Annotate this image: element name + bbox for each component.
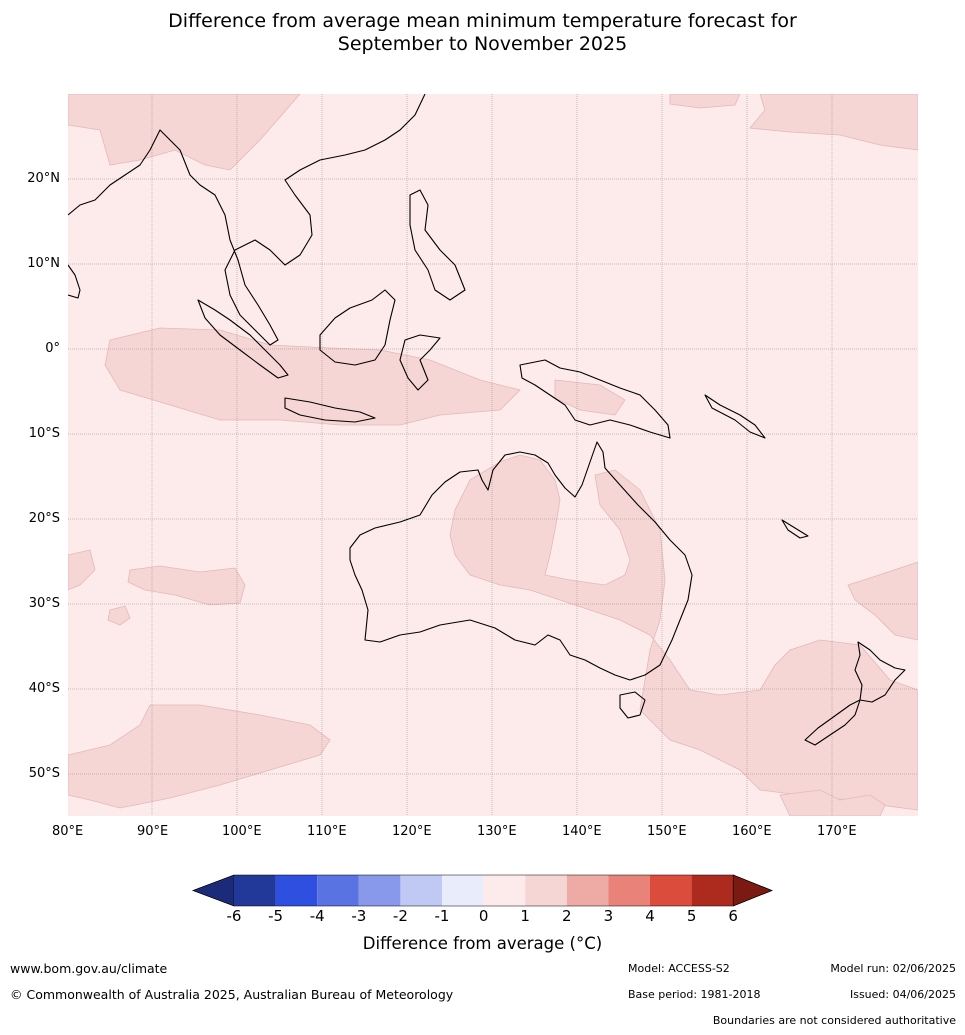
coastline-java — [284, 397, 376, 423]
lat-label: 20°S — [28, 511, 60, 526]
coastline-india-tip — [68, 264, 81, 299]
issued-date: Issued: 04/06/2025 — [849, 988, 956, 1001]
model-name: Model: ACCESS-S2 — [628, 962, 730, 975]
colorbar-tick-label: 2 — [562, 907, 572, 925]
coastline-borneo — [319, 289, 396, 366]
colorbar-swatch — [608, 875, 650, 906]
coastline-philippines — [409, 189, 466, 301]
colorbar-swatch — [691, 875, 734, 906]
colorbar-tick-label: -2 — [392, 907, 408, 925]
lat-label: 30°S — [28, 596, 60, 611]
lon-label: 110°E — [307, 824, 347, 839]
colorbar-tick-label: 3 — [603, 907, 614, 925]
coastline-new-zealand-south — [804, 699, 861, 746]
coastline-solomons — [704, 394, 766, 439]
coastline-australia — [349, 441, 693, 681]
coastline-new-zealand-north — [854, 641, 906, 703]
lon-label: 170°E — [817, 824, 857, 839]
coastline-sumatra — [197, 299, 289, 379]
colorbar-tick-label: 6 — [728, 907, 738, 925]
colorbar-tick-label: -1 — [434, 907, 450, 925]
map-title: Difference from average mean minimum tem… — [0, 10, 965, 56]
colorbar-swatch — [525, 875, 567, 906]
website-link[interactable]: www.bom.gov.au/climate — [10, 961, 168, 976]
anomaly-region-indian-south — [127, 565, 246, 606]
lon-label: 150°E — [647, 824, 687, 839]
boundaries-disclaimer: Boundaries are not considered authoritat… — [712, 1014, 956, 1027]
anomaly-region-west-indian — [68, 549, 96, 591]
base-period: Base period: 1981-2018 — [628, 988, 761, 1001]
colorbar-swatch — [317, 875, 359, 906]
colorbar-swatch — [358, 875, 401, 906]
colorbar — [192, 874, 773, 907]
copyright-text: © Commonwealth of Australia 2025, Austra… — [10, 987, 454, 1002]
lon-label: 160°E — [732, 824, 772, 839]
lon-label: 80°E — [52, 824, 84, 839]
colorbar-swatch — [566, 875, 609, 906]
lat-label: 0° — [45, 341, 60, 356]
colorbar-swatch — [483, 875, 526, 906]
colorbar-swatch — [650, 875, 692, 906]
colorbar-tick-label: 4 — [645, 907, 655, 925]
anomaly-region-south-tasman — [779, 789, 886, 816]
model-run-date: Model run: 02/06/2025 — [830, 962, 956, 975]
colorbar-tick-label: -4 — [309, 907, 325, 925]
colorbar-tick-label: 1 — [520, 907, 530, 925]
colorbar-tick-label: -5 — [268, 907, 284, 925]
colorbar-swatch — [234, 875, 276, 906]
lon-label: 100°E — [222, 824, 262, 839]
anomaly-region-east-tasman — [847, 561, 918, 641]
lon-label: 90°E — [137, 824, 169, 839]
colorbar-tick-label: -6 — [226, 907, 242, 925]
anomaly-region-indian-islet — [107, 605, 131, 626]
colorbar-tick-label: 0 — [478, 907, 489, 925]
anomaly-region-australia — [449, 454, 918, 811]
anomaly-region-southern-ocean — [68, 704, 331, 809]
colorbar-frame — [192, 874, 773, 907]
colorbar-swatch — [442, 875, 484, 906]
colorbar-swatch — [400, 875, 442, 906]
anomaly-region-se-asia-north — [68, 94, 301, 171]
title-line-2: September to November 2025 — [337, 33, 628, 55]
anomaly-region-pacific-ne2 — [749, 94, 918, 151]
colorbar-tick-label: -3 — [351, 907, 367, 925]
lon-label: 140°E — [562, 824, 602, 839]
colorbar-over-arrow — [732, 874, 773, 907]
colorbar-tick-label: 5 — [686, 907, 697, 925]
colorbar-label: Difference from average (°C) — [362, 934, 603, 953]
colorbar-under-arrow — [192, 874, 235, 907]
colorbar-swatch — [275, 875, 318, 906]
lon-label: 130°E — [477, 824, 517, 839]
lon-label: 120°E — [392, 824, 432, 839]
title-line-1: Difference from average mean minimum tem… — [168, 10, 797, 32]
coastline-new-guinea — [519, 359, 671, 439]
gridlines — [68, 94, 918, 816]
coastline-tasmania — [619, 691, 646, 719]
coastline-new-caledonia — [781, 519, 809, 539]
lat-label: 40°S — [28, 681, 60, 696]
lat-label: 10°N — [27, 256, 60, 271]
lat-label: 50°S — [28, 766, 60, 781]
lat-label: 10°S — [28, 426, 60, 441]
anomaly-region-pacific-ne — [669, 94, 741, 109]
coastline-sulawesi — [399, 334, 441, 391]
coastline-asia-mainland — [68, 94, 426, 346]
lat-label: 20°N — [27, 171, 60, 186]
